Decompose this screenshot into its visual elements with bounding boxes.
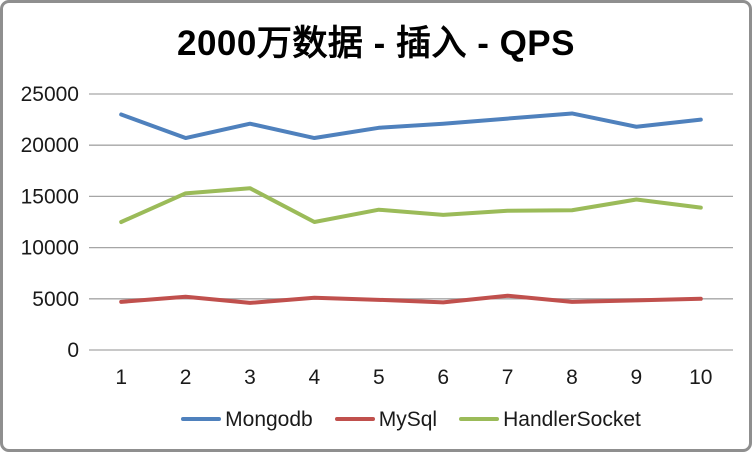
x-axis-tick-label: 6 (437, 366, 449, 389)
legend-label-handlersocket: HandlerSocket (503, 407, 641, 431)
y-axis-tick-label: 10000 (21, 237, 79, 260)
x-axis-tick-label: 7 (502, 366, 514, 389)
series-line-mongodb (119, 111, 703, 141)
x-axis-tick-label: 5 (373, 366, 385, 389)
legend: Mongodb MySql HandlerSocket (89, 405, 733, 433)
x-axis-tick-label: 9 (631, 366, 643, 389)
chart-title: 2000万数据 - 插入 - QPS (177, 24, 575, 63)
y-axis-tick-label: 15000 (21, 185, 79, 208)
x-axis-tick-label: 1 (115, 366, 127, 389)
legend-marker-mysql (334, 416, 375, 422)
legend-item-mysql: MySql (334, 407, 438, 431)
x-axis-tick-label: 2 (180, 366, 192, 389)
x-axis-tick-label: 3 (244, 366, 256, 389)
series-line-mysql (119, 293, 703, 305)
x-axis-tick-label: 10 (689, 366, 712, 389)
x-axis-tick-label: 4 (309, 366, 321, 389)
y-axis-tick-label: 0 (67, 339, 79, 362)
y-axis-tick-label: 25000 (21, 83, 79, 106)
y-axis-tick-label: 5000 (32, 288, 79, 311)
legend-marker-mongodb (181, 416, 222, 422)
plot-area: 0 5000 10000 15000 20000 25000 1 2 3 4 5 6 7 8 9 10 (21, 83, 733, 389)
y-axis-tick-label: 20000 (21, 134, 79, 157)
x-axis-tick-label: 8 (566, 366, 578, 389)
legend-item-mongodb: Mongodb (181, 409, 313, 430)
legend-label-mysql: MySql (378, 407, 438, 431)
legend-marker-handlersocket (459, 416, 500, 422)
series-line-handlersocket (119, 186, 703, 224)
legend-label-mongodb: Mongodb (225, 407, 313, 431)
legend-item-handlersocket: HandlerSocket (459, 409, 641, 430)
